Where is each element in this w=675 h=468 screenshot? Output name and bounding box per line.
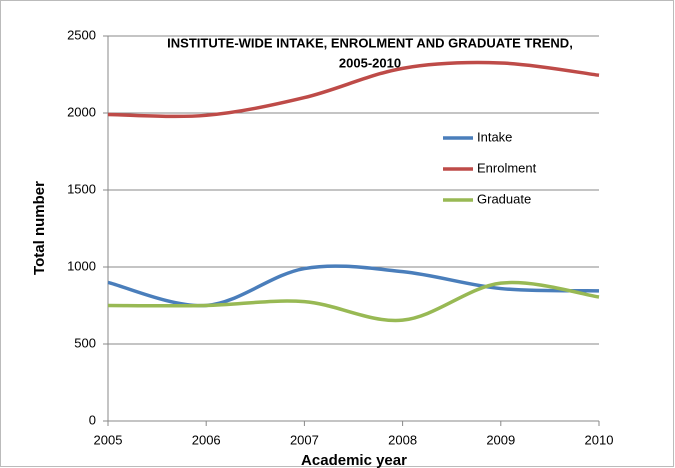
y-tick-label: 0 (89, 412, 96, 427)
x-tick-label: 2008 (388, 432, 417, 447)
x-tick-label: 2006 (192, 432, 221, 447)
series-line (107, 60, 600, 119)
x-tick-label: 2005 (94, 432, 123, 447)
y-axis-title: Total number (31, 181, 48, 275)
chart-title: INSTITUTE-WIDE INTAKE, ENROLMENT AND GRA… (167, 35, 573, 50)
y-tick-label: 1500 (67, 181, 96, 196)
x-tick-label: 2009 (486, 432, 515, 447)
legend-label: Enrolment (477, 160, 537, 175)
chart-title: 2005-2010 (339, 55, 401, 70)
x-axis-title: Academic year (301, 452, 407, 468)
y-tick-label: 2000 (67, 104, 96, 119)
y-tick-label: 1000 (67, 258, 96, 273)
legend-label: Graduate (477, 191, 531, 206)
series-line (107, 280, 600, 323)
x-tick-label: 2010 (585, 432, 614, 447)
legend-label: Intake (477, 129, 512, 144)
y-tick-label: 2500 (67, 27, 96, 42)
y-tick-label: 500 (74, 335, 96, 350)
x-tick-label: 2007 (290, 432, 319, 447)
